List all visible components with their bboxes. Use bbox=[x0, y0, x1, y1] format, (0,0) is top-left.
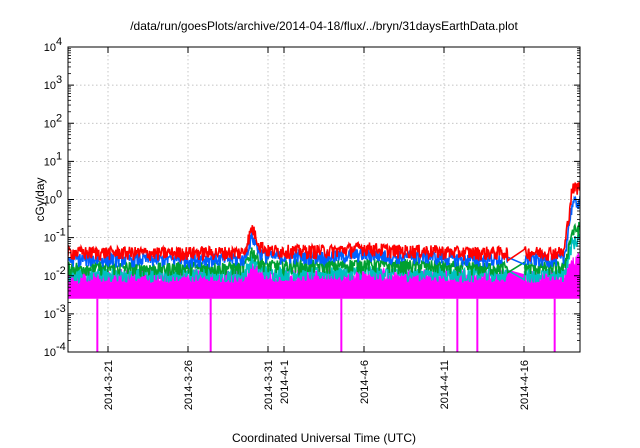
x-axis-title: Coordinated Universal Time (UTC) bbox=[232, 431, 416, 445]
y-tick-label: 10 bbox=[44, 195, 56, 207]
y-tick-exponent: 2 bbox=[56, 112, 62, 124]
y-tick-label: 10 bbox=[44, 156, 56, 168]
x-tick-label: 2014-3-31 bbox=[263, 360, 275, 410]
y-tick-label: 10 bbox=[44, 80, 56, 92]
y-tick-label: 10 bbox=[44, 309, 56, 321]
y-tick-exponent: -1 bbox=[56, 227, 66, 239]
y-tick-exponent: 1 bbox=[56, 150, 62, 162]
grid-layer bbox=[68, 47, 580, 352]
y-tick-label: 10 bbox=[44, 271, 56, 283]
data-layer bbox=[68, 181, 580, 352]
y-axis-title: cGy/day bbox=[33, 177, 47, 221]
y-tick-exponent: 4 bbox=[56, 36, 62, 48]
y-tick-exponent: 0 bbox=[56, 189, 62, 201]
y-tick-label: 10 bbox=[44, 233, 56, 245]
y-tick-label: 10 bbox=[44, 118, 56, 130]
x-tick-label: 2014-3-21 bbox=[103, 360, 115, 410]
x-tick-label: 2014-4-11 bbox=[439, 360, 451, 409]
series-magenta-fill bbox=[68, 253, 580, 299]
y-tick-label: 10 bbox=[44, 347, 56, 359]
y-tick-exponent: 3 bbox=[56, 74, 62, 86]
y-tick-exponent: -3 bbox=[56, 303, 66, 315]
y-tick-exponent: -2 bbox=[56, 265, 66, 277]
y-tick-label: 10 bbox=[44, 42, 56, 54]
x-tick-label: 2014-4-16 bbox=[519, 360, 531, 410]
y-tick-exponent: -4 bbox=[56, 341, 66, 353]
x-tick-label: 2014-4-6 bbox=[359, 360, 371, 404]
x-tick-label: 2014-3-26 bbox=[183, 360, 195, 410]
series-line bbox=[68, 181, 580, 263]
chart-title: /data/run/goesPlots/archive/2014-04-18/f… bbox=[130, 19, 518, 33]
x-tick-label: 2014-4-1 bbox=[279, 360, 291, 404]
